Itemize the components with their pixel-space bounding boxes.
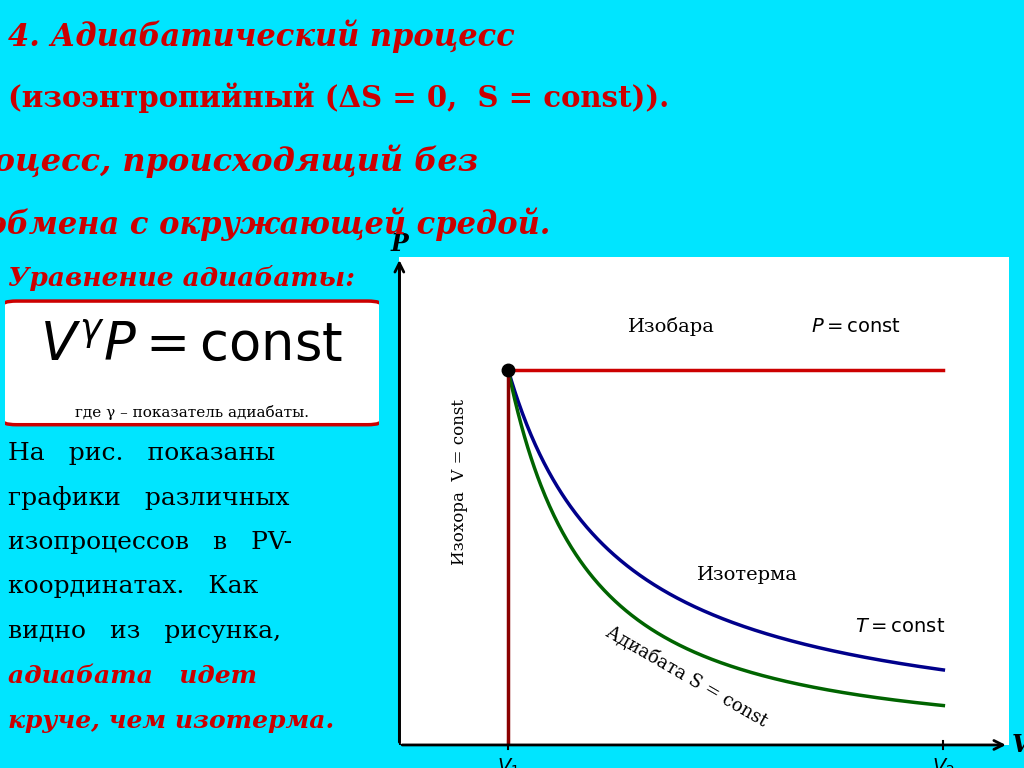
Text: круче, чем изотерма.: круче, чем изотерма. bbox=[8, 709, 335, 733]
FancyBboxPatch shape bbox=[1, 301, 383, 425]
Text: На   рис.   показаны: На рис. показаны bbox=[8, 442, 275, 465]
Text: где γ – показатель адиабаты.: где γ – показатель адиабаты. bbox=[75, 405, 309, 420]
Text: теплообмена с окружающей средой.: теплообмена с окружающей средой. bbox=[0, 207, 550, 241]
Text: $V_1$: $V_1$ bbox=[497, 756, 519, 768]
Text: (изоэнтропийный (ΔS = 0,  S = const)).: (изоэнтропийный (ΔS = 0, S = const)). bbox=[8, 82, 670, 113]
Text: Процесс, происходящий без: Процесс, происходящий без bbox=[0, 144, 478, 178]
Text: видно   из   рисунка,: видно из рисунка, bbox=[8, 620, 282, 643]
Text: Изотерма: Изотерма bbox=[697, 566, 798, 584]
Text: Адиабата S = const: Адиабата S = const bbox=[603, 624, 771, 730]
Text: $V_2$: $V_2$ bbox=[932, 756, 954, 768]
Text: координатах.   Как: координатах. Как bbox=[8, 575, 258, 598]
Text: графики   различных: графики различных bbox=[8, 486, 290, 510]
Text: Изохора  V = const: Изохора V = const bbox=[451, 399, 468, 565]
Text: Изобара: Изобара bbox=[628, 317, 715, 336]
Text: $V^{\gamma}P = \mathrm{const}$: $V^{\gamma}P = \mathrm{const}$ bbox=[40, 319, 344, 372]
Text: P: P bbox=[390, 232, 409, 257]
Text: адиабата   идет: адиабата идет bbox=[8, 664, 257, 688]
Text: V: V bbox=[1012, 733, 1024, 757]
Text: $T = \mathrm{const}$: $T = \mathrm{const}$ bbox=[855, 618, 945, 636]
Text: 4. Адиабатический процесс: 4. Адиабатический процесс bbox=[8, 19, 515, 53]
Text: $P = \mathrm{const}$: $P = \mathrm{const}$ bbox=[811, 318, 901, 336]
Text: Уравнение адиабаты:: Уравнение адиабаты: bbox=[8, 265, 355, 291]
Text: изопроцессов   в   PV-: изопроцессов в PV- bbox=[8, 531, 292, 554]
